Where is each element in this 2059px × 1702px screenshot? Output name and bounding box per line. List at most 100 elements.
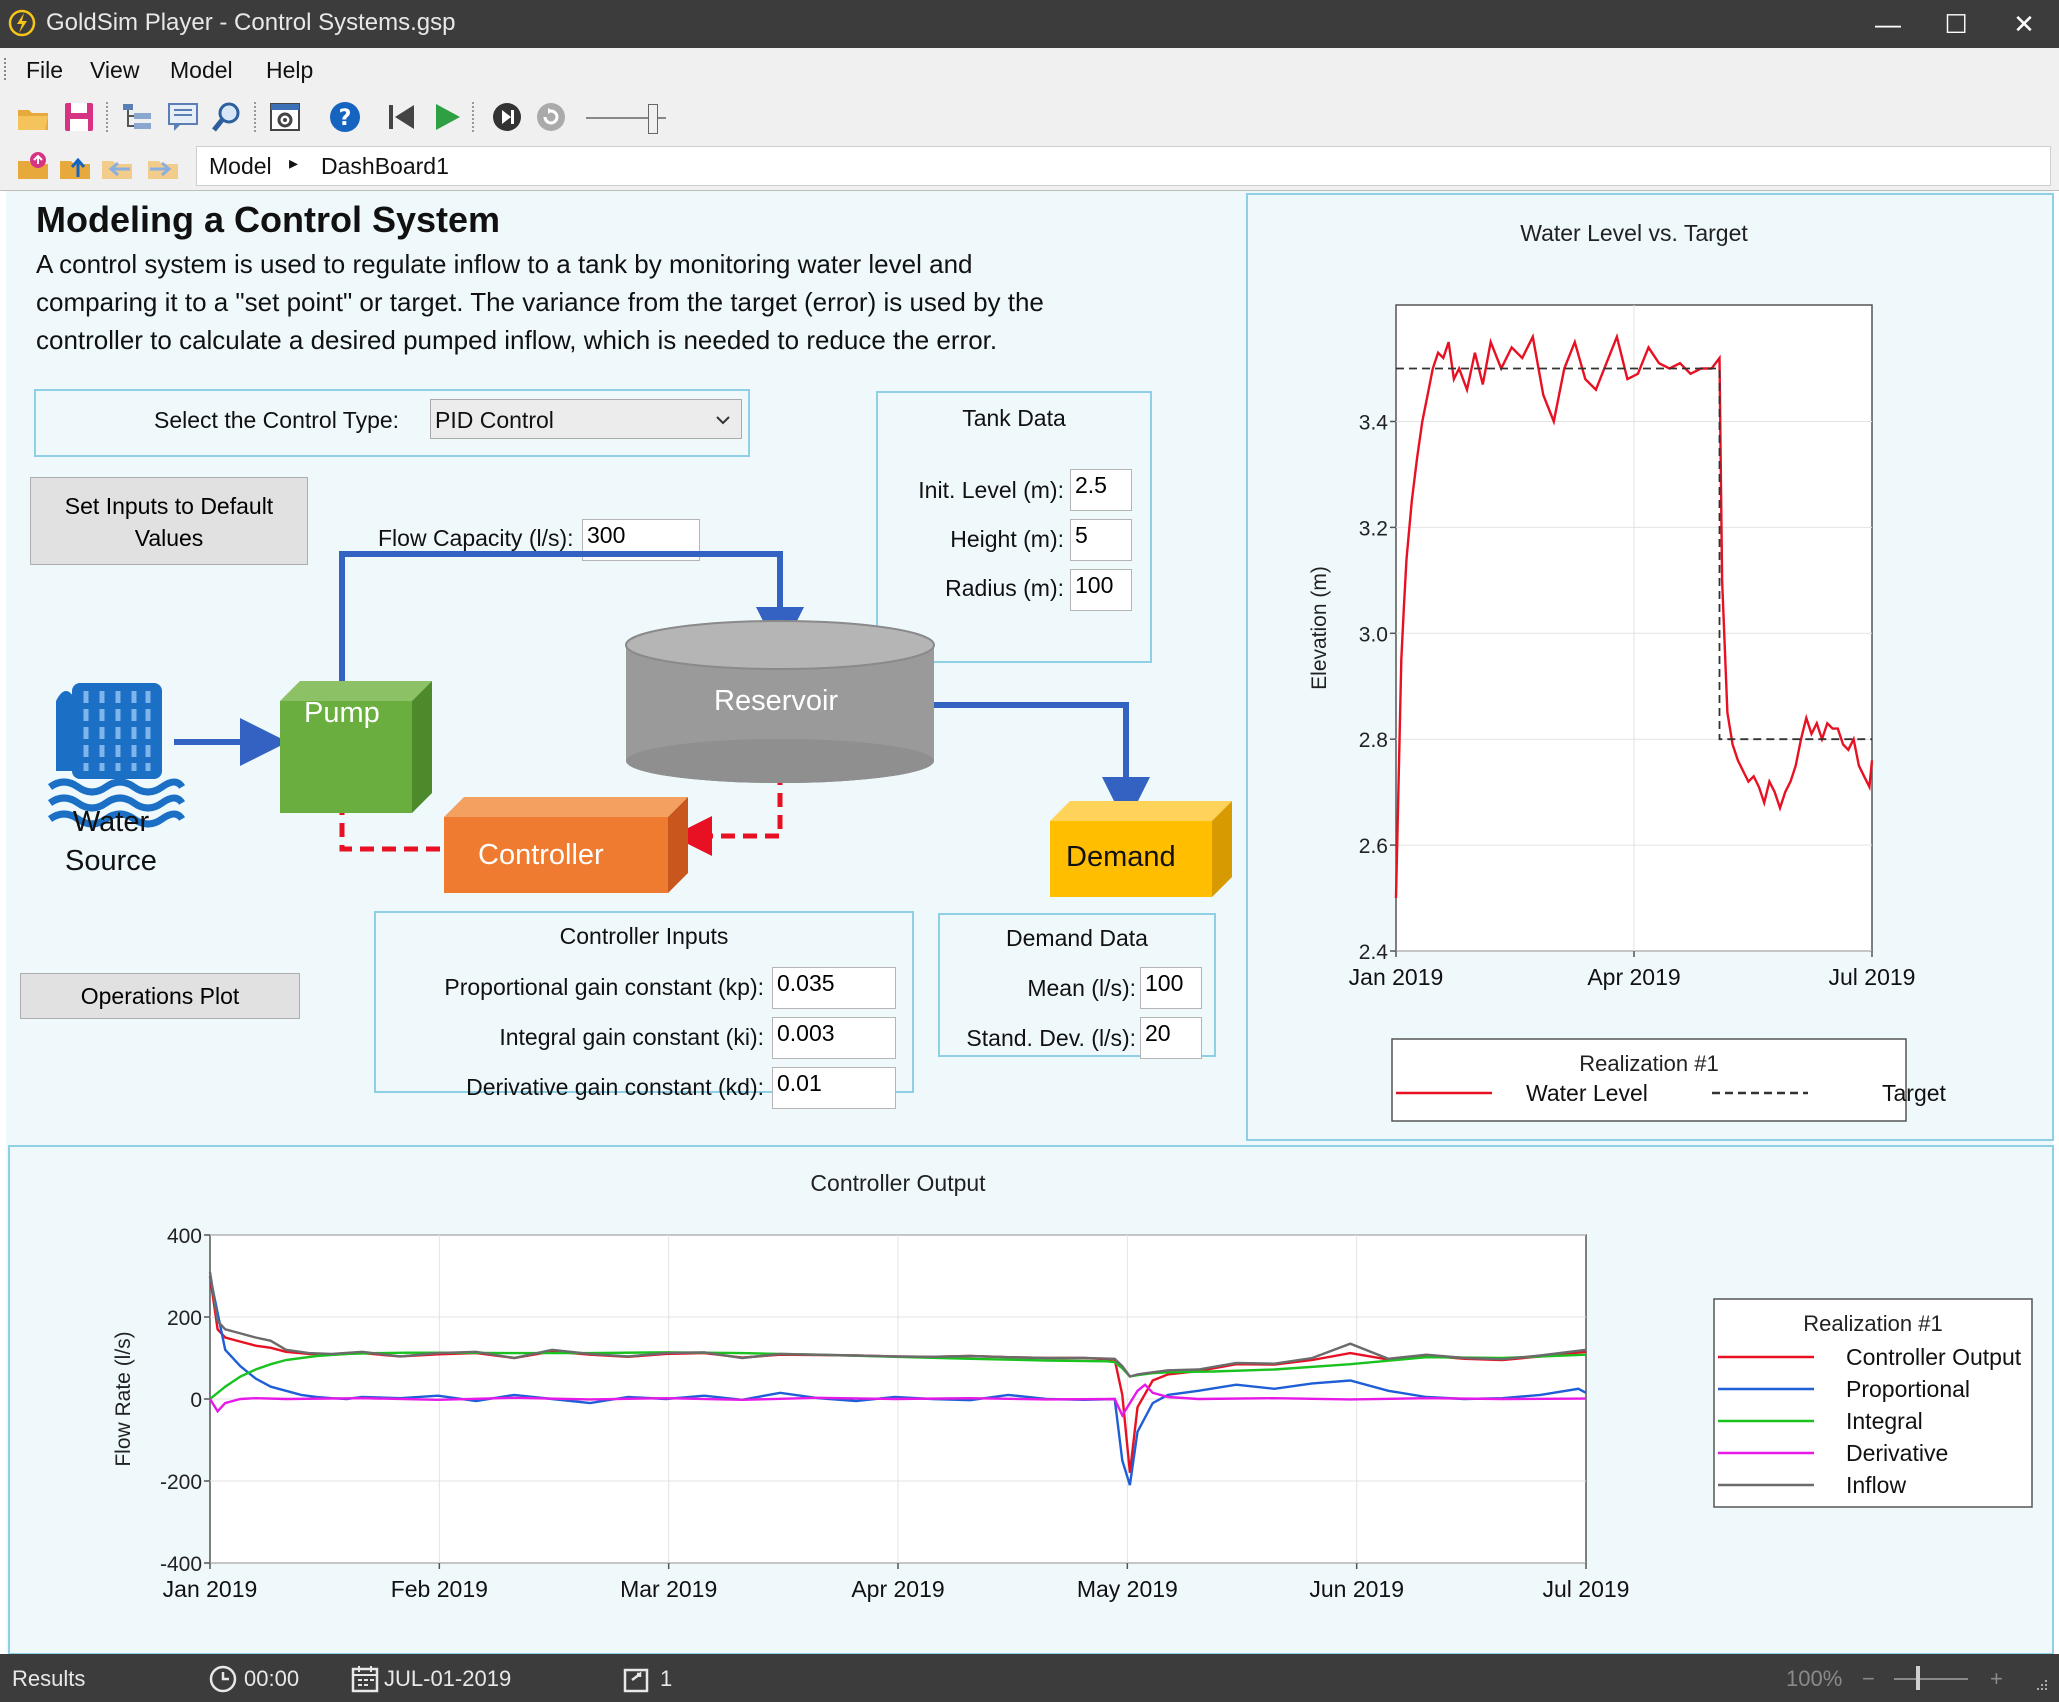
controller-output-series-derivative [208,1383,1587,1418]
reset-to-start-icon[interactable] [384,100,418,134]
tree-view-icon[interactable] [120,100,154,134]
help-icon[interactable]: ? [328,100,362,134]
zoom-out-button[interactable]: − [1862,1666,1875,1691]
menu-view[interactable]: View [90,57,140,83]
folder-up-icon[interactable] [58,149,92,183]
replay-icon[interactable] [534,100,568,134]
menu-file[interactable]: File [26,57,64,83]
toolbar-separator [254,102,256,132]
simulation-settings-icon[interactable] [268,100,302,134]
controller-output-y-axis-label: Flow Rate (l/s) [112,1331,135,1466]
dashboard-canvas: Modeling a Control System A control syst… [6,191,2054,1655]
radius-field[interactable]: 100 [1070,569,1132,611]
water-level-y-tick-label: 2.4 [1359,941,1389,964]
water-level-y-tick-label: 3.4 [1359,411,1389,434]
water-level-legend-entry: Target [1882,1080,1947,1106]
clock-icon [209,1665,237,1693]
status-clock: 00:00 [244,1666,300,1691]
description-line-2: comparing it to a "set point" or target.… [36,287,1044,317]
water-level-series-target [1396,367,1872,741]
folder-forward-icon[interactable] [146,149,180,183]
page-title: Modeling a Control System [36,199,501,240]
kp-field[interactable]: 0.035 [772,967,896,1009]
controller-output-x-tick-label: Jun 2019 [1309,1576,1404,1602]
notes-icon[interactable] [166,100,200,134]
status-realization: 1 [660,1666,673,1691]
search-icon[interactable] [210,100,244,134]
control-type-panel: Select the Control Type: PID Control [34,389,750,457]
controller-output-x-tick-label: Jul 2019 [1543,1576,1630,1602]
init-level-field[interactable]: 2.5 [1070,469,1132,511]
folder-back-icon[interactable] [100,149,134,183]
water-level-x-tick-label: Apr 2019 [1587,964,1680,990]
flow-capacity-label: Flow Capacity (l/s): [378,525,574,551]
water-level-chart-panel: Water Level vs. Target 2.4 2.6 2.8 3.0 3.2 3.4… [1246,193,2054,1141]
menu-help[interactable]: Help [266,57,314,83]
controller-inputs-panel: Controller Inputs Proportional gain cons… [374,911,914,1109]
set-defaults-label-1: Set Inputs to Default [64,493,274,519]
water-level-legend [1391,1038,1907,1122]
zoom-slider-thumb[interactable] [1916,1666,1920,1690]
demand-box [1050,801,1232,897]
description-line-3: controller to calculate a desired pumped… [36,325,998,355]
maximize-button[interactable]: ☐ [1944,8,1968,39]
save-icon[interactable] [62,100,96,134]
init-level-label: Init. Level (m): [918,477,1064,503]
minimize-button[interactable]: — [1875,8,1901,39]
close-button[interactable]: ✕ [2013,8,2035,39]
demand-mean-field[interactable]: 100 [1140,967,1202,1009]
description-line-1: A control system is used to regulate inf… [36,249,973,279]
demand-sd-field[interactable]: 20 [1140,1017,1202,1059]
controller-output-legend-title: Realization #1 [1803,1311,1942,1336]
demand-sd-label: Stand. Dev. (l/s): [966,1025,1136,1051]
title-bar: GoldSim Player - Control Systems.gsp — ☐… [0,0,2059,48]
reservoir-to-demand-arrow [932,702,1150,825]
step-icon[interactable] [490,100,524,134]
demand-mean-label: Mean (l/s): [1027,975,1136,1001]
speed-slider-track[interactable] [586,117,666,119]
ki-field[interactable]: 0.003 [772,1017,896,1059]
height-field[interactable]: 5 [1070,519,1132,561]
main-toolbar: ? [0,92,2059,142]
tank-data-heading: Tank Data [962,405,1066,431]
operations-plot-button[interactable]: Operations Plot [20,973,300,1019]
breadcrumb-model[interactable]: Model [209,153,272,179]
controller-output-title: Controller Output [810,1170,986,1196]
set-defaults-label-2: Values [134,525,204,551]
resize-grip-icon[interactable] [2030,1676,2050,1696]
kp-label: Proportional gain constant (kp): [444,974,764,1000]
water-level-legend-entry: Water Level [1526,1080,1648,1106]
controller-output-x-tick-label: Apr 2019 [851,1576,944,1602]
kd-field[interactable]: 0.01 [772,1067,896,1109]
home-folder-icon[interactable] [16,149,50,183]
calendar-icon [351,1666,379,1693]
menu-model[interactable]: Model [170,57,233,83]
controller-output-series-inflow [208,1271,1587,1378]
svg-text:?: ? [339,106,352,131]
control-type-selected: PID Control [435,407,554,433]
tank-data-panel: Tank Data Init. Level (m): 2.5 Height (m… [876,391,1152,663]
grip-icon [4,58,9,80]
status-mode: Results [12,1666,86,1691]
kd-label: Derivative gain constant (kd): [466,1074,764,1100]
controller-output-legend-entry: Controller Output [1846,1344,2022,1370]
controller-output-y-tick-label: 400 [167,1225,202,1248]
speed-slider-thumb[interactable] [648,104,658,134]
controller-inputs-heading: Controller Inputs [559,923,729,949]
controller-output-legend-entry: Inflow [1846,1472,1906,1498]
pump-to-reservoir-arrow [339,551,780,851]
control-type-dropdown[interactable]: PID Control [430,399,742,439]
breadcrumb-dashboard[interactable]: DashBoard1 [321,153,449,179]
toolbar-separator [472,102,474,132]
open-folder-icon[interactable] [16,100,50,134]
zoom-in-button[interactable]: + [1990,1666,2003,1691]
set-defaults-button[interactable]: Set Inputs to Default Values [30,477,308,565]
water-level-title: Water Level vs. Target [1520,220,1748,246]
water-source-label: Water Source [36,803,186,881]
window-title: GoldSim Player - Control Systems.gsp [46,9,456,36]
zoom-slider-track[interactable] [1894,1678,1968,1680]
run-icon[interactable] [430,100,464,134]
goldsim-logo-icon [8,9,36,37]
ki-label: Integral gain constant (ki): [499,1024,764,1050]
